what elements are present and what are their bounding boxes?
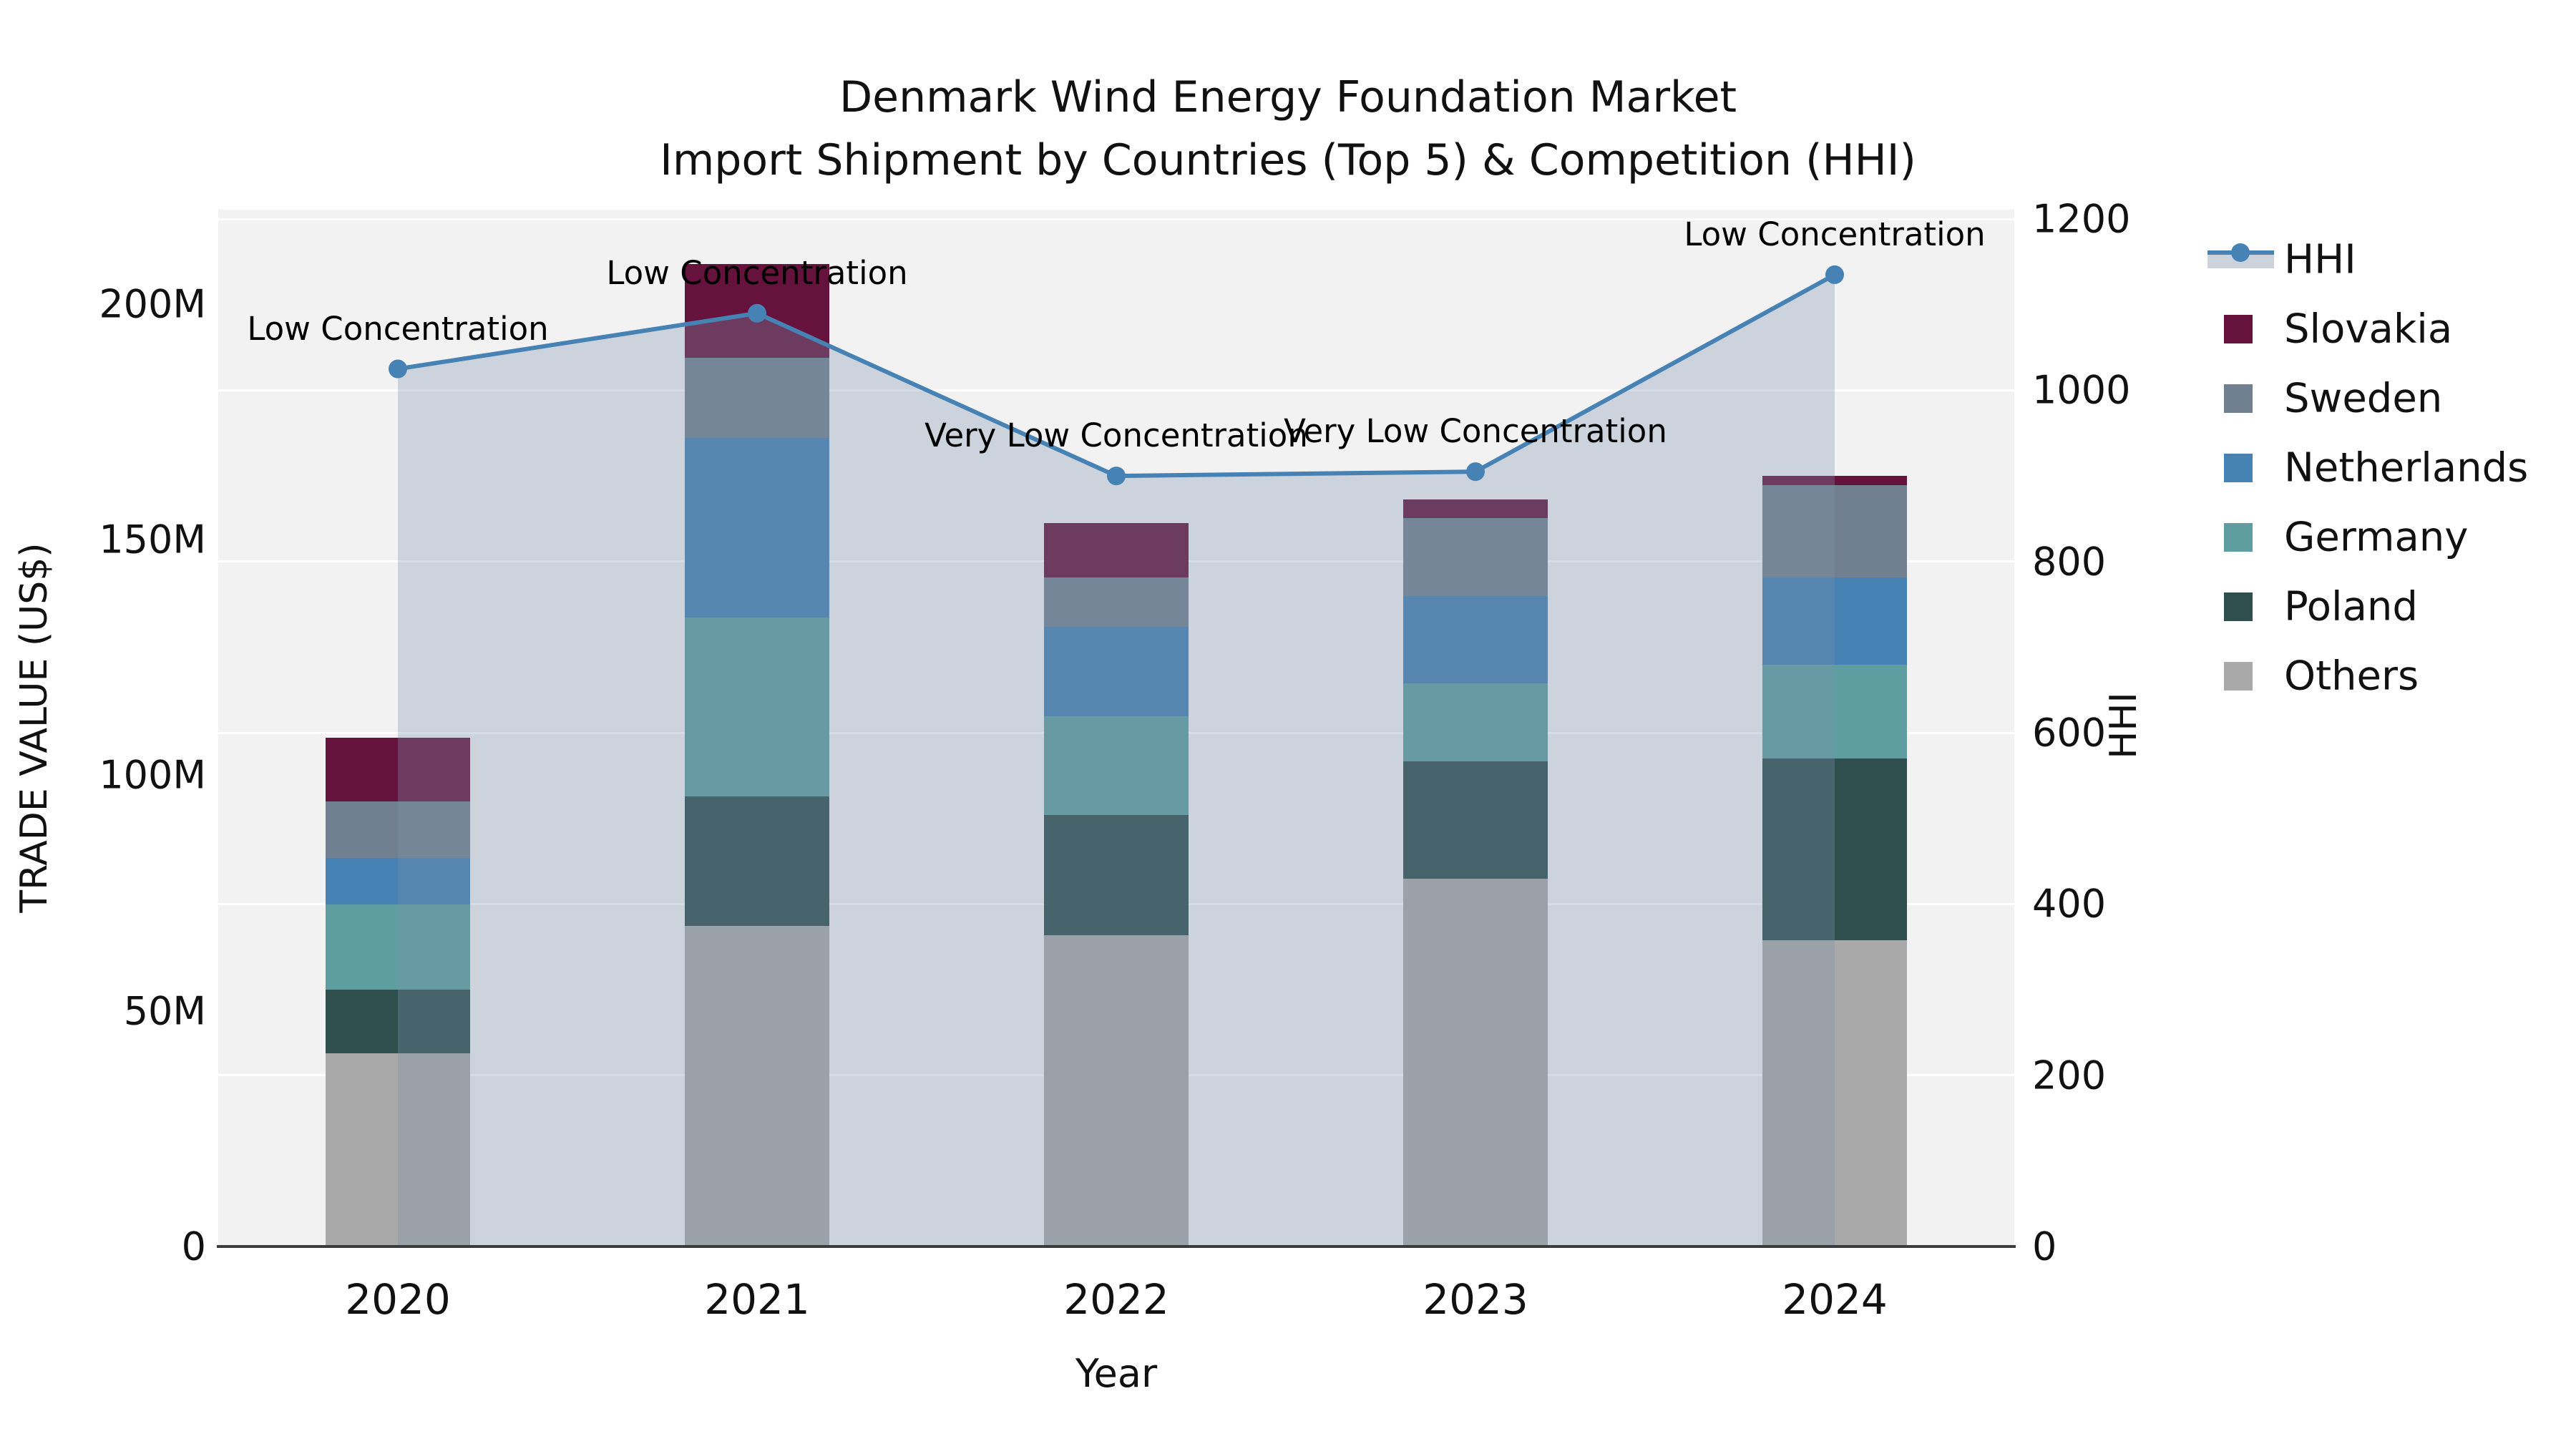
hhi-marker-2023 <box>1466 462 1485 482</box>
y-left-tick-200M: 200M <box>99 281 206 327</box>
bar-segment-germany-2020 <box>326 904 470 990</box>
gridline-hhi-1200 <box>218 218 2014 220</box>
legend-swatch-slovakia <box>2224 315 2253 343</box>
bar-segment-netherlands-2020 <box>326 857 470 905</box>
bar-segment-others-2021 <box>685 926 829 1246</box>
bar-segment-slovakia-2024 <box>1762 476 1907 486</box>
x-tick-2023: 2023 <box>1423 1275 1528 1324</box>
x-tick-2020: 2020 <box>345 1275 451 1324</box>
chart-title-line1: Denmark Wind Energy Foundation Market <box>839 72 1737 122</box>
annotation-2021: Low Concentration <box>606 253 908 292</box>
y-right-tick-0: 0 <box>2032 1224 2057 1269</box>
bar-segment-germany-2021 <box>685 617 829 796</box>
bar-segment-others-2022 <box>1044 935 1189 1246</box>
legend-swatch-poland <box>2224 592 2253 621</box>
bar-segment-sweden-2023 <box>1403 518 1548 597</box>
chart-title: Denmark Wind Energy Foundation Market Im… <box>0 66 2576 192</box>
bar-segment-germany-2022 <box>1044 716 1189 816</box>
bar-segment-poland-2022 <box>1044 815 1189 936</box>
bar-segment-others-2020 <box>326 1053 470 1246</box>
y-right-tick-800: 800 <box>2032 539 2107 585</box>
bar-segment-sweden-2022 <box>1044 577 1189 627</box>
legend-swatch-others <box>2224 662 2253 691</box>
legend-label-others: Others <box>2284 653 2419 700</box>
legend-swatch-sweden <box>2224 384 2253 413</box>
legend-label-sweden: Sweden <box>2284 375 2443 422</box>
bar-segment-netherlands-2021 <box>685 438 829 618</box>
legend-label-poland: Poland <box>2284 583 2418 630</box>
annotation-2020: Low Concentration <box>247 309 549 348</box>
plot-area: Low Concentration Low Concentration Very L… <box>218 210 2014 1246</box>
bar-segment-germany-2023 <box>1403 683 1548 761</box>
bar-segment-others-2024 <box>1762 940 1907 1246</box>
chart-title-line2: Import Shipment by Countries (Top 5) & C… <box>660 135 1916 185</box>
legend-swatch-germany <box>2224 523 2253 552</box>
legend-swatch-netherlands <box>2224 454 2253 482</box>
annotation-2023: Very Low Concentration <box>1284 412 1667 451</box>
legend-label-slovakia: Slovakia <box>2284 306 2453 353</box>
bar-segment-poland-2024 <box>1762 758 1907 940</box>
y-left-tick-150M: 150M <box>99 517 206 562</box>
legend-label-netherlands: Netherlands <box>2284 444 2529 492</box>
gridline-hhi-1000 <box>218 389 2014 391</box>
bar-segment-sweden-2020 <box>326 801 470 858</box>
bar-segment-germany-2024 <box>1762 664 1907 759</box>
bar-segment-others-2023 <box>1403 879 1548 1246</box>
annotation-2024: Low Concentration <box>1684 215 1986 253</box>
hhi-marker-icon <box>2231 243 2250 262</box>
hhi-marker-2024 <box>1825 265 1844 284</box>
x-tick-2022: 2022 <box>1063 1275 1169 1324</box>
hhi-marker-2020 <box>389 359 407 379</box>
y-axis-title-right: HHI <box>2102 692 2145 759</box>
annotation-2022: Very Low Concentration <box>924 416 1308 455</box>
y-right-tick-400: 400 <box>2032 881 2107 927</box>
bar-segment-netherlands-2023 <box>1403 596 1548 683</box>
bar-segment-sweden-2024 <box>1762 485 1907 577</box>
y-right-tick-1200: 1200 <box>2032 196 2131 242</box>
x-tick-2024: 2024 <box>1782 1275 1888 1324</box>
legend-label-germany: Germany <box>2284 514 2469 561</box>
bar-segment-poland-2021 <box>685 796 829 927</box>
x-tick-2021: 2021 <box>704 1275 810 1324</box>
bar-segment-sweden-2021 <box>685 358 829 439</box>
legend-label-hhi: HHI <box>2284 236 2356 283</box>
y-left-tick-0: 0 <box>181 1224 206 1269</box>
hhi-marker-2022 <box>1107 467 1126 486</box>
bar-segment-slovakia-2023 <box>1403 499 1548 519</box>
y-left-tick-50M: 50M <box>123 988 206 1034</box>
y-left-tick-100M: 100M <box>99 752 206 798</box>
bar-segment-poland-2020 <box>326 990 470 1053</box>
bar-segment-netherlands-2024 <box>1762 577 1907 665</box>
x-axis-line <box>217 1245 2016 1248</box>
bar-segment-poland-2023 <box>1403 761 1548 879</box>
bar-segment-slovakia-2020 <box>326 737 470 801</box>
y-right-tick-1000: 1000 <box>2032 367 2131 413</box>
bar-segment-netherlands-2022 <box>1044 626 1189 717</box>
y-axis-title-left: TRADE VALUE (US$) <box>13 542 56 913</box>
x-axis-title: Year <box>1075 1351 1158 1396</box>
y-right-tick-600: 600 <box>2032 710 2107 756</box>
bar-segment-slovakia-2022 <box>1044 522 1189 577</box>
y-right-tick-200: 200 <box>2032 1053 2107 1098</box>
